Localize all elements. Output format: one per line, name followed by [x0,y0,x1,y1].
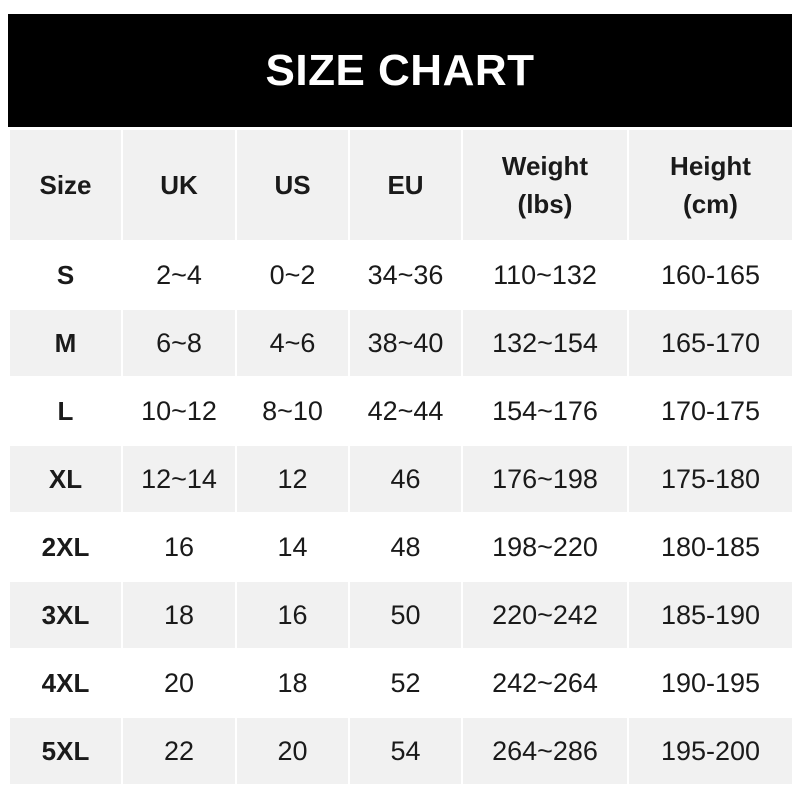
column-header-line1: Size [39,170,92,200]
table-cell: 16 [121,512,237,582]
table-cell: 180-185 [627,512,794,582]
table-cell: 14 [235,512,350,582]
table-cell: 242~264 [461,648,629,718]
column-header: EU [348,128,463,242]
table-cell: 52 [348,648,463,718]
column-header-line1: UK [160,170,198,200]
table-cell: 154~176 [461,376,629,446]
column-header-line1: Height [670,151,751,181]
table-cell: 22 [121,716,237,786]
size-cell: XL [8,444,123,514]
size-cell: 4XL [8,648,123,718]
table-cell: 0~2 [235,240,350,310]
table-cell: 8~10 [235,376,350,446]
table-cell: 6~8 [121,308,237,378]
table-cell: 54 [348,716,463,786]
column-header: UK [121,128,237,242]
table-cell: 160-165 [627,240,794,310]
size-cell: L [8,376,123,446]
table-row: L 10~12 8~10 42~44 154~176 170-175 [8,376,794,446]
table-cell: 198~220 [461,512,629,582]
table-row: 2XL 16 14 48 198~220 180-185 [8,512,794,582]
column-header-line1: Weight [501,151,589,181]
table-cell: 4~6 [235,308,350,378]
column-header-line2: (cm) [683,189,738,219]
size-cell: 3XL [8,580,123,650]
table-cell: 220~242 [461,580,629,650]
table-cell: 176~198 [461,444,629,514]
table-cell: 46 [348,444,463,514]
table-cell: 50 [348,580,463,650]
table-cell: 12~14 [121,444,237,514]
table-cell: 190-195 [627,648,794,718]
table-cell: 38~40 [348,308,463,378]
table-cell: 18 [121,580,237,650]
column-header: Size [8,128,123,242]
size-cell: S [8,240,123,310]
table-cell: 42~44 [348,376,463,446]
table-cell: 34~36 [348,240,463,310]
column-header-line1: EU [387,170,424,200]
size-chart-title: SIZE CHART [8,14,792,127]
table-cell: 2~4 [121,240,237,310]
size-cell: 5XL [8,716,123,786]
table-cell: 132~154 [461,308,629,378]
table-row: M 6~8 4~6 38~40 132~154 165-170 [8,308,794,378]
table-row: 4XL 20 18 52 242~264 190-195 [8,648,794,718]
table-cell: 12 [235,444,350,514]
table-row: 5XL 22 20 54 264~286 195-200 [8,716,794,786]
column-header: Height (cm) [627,128,794,242]
table-cell: 195-200 [627,716,794,786]
size-cell: M [8,308,123,378]
column-header: Weight (lbs) [461,128,629,242]
table-row: 3XL 18 16 50 220~242 185-190 [8,580,794,650]
table-cell: 185-190 [627,580,794,650]
column-header: US [235,128,350,242]
table-row: XL 12~14 12 46 176~198 175-180 [8,444,794,514]
table-row: S 2~4 0~2 34~36 110~132 160-165 [8,240,794,310]
table-cell: 175-180 [627,444,794,514]
column-header-line1: US [274,170,311,200]
size-table: Size UK US EU Weight (lbs) Height (cm) S 2~4 0~2 3… [8,128,794,786]
table-cell: 264~286 [461,716,629,786]
table-cell: 16 [235,580,350,650]
table-cell: 110~132 [461,240,629,310]
size-cell: 2XL [8,512,123,582]
table-cell: 48 [348,512,463,582]
table-cell: 20 [235,716,350,786]
table-cell: 165-170 [627,308,794,378]
column-header-line2: (lbs) [517,189,573,219]
header-row: Size UK US EU Weight (lbs) Height (cm) [8,128,794,242]
table-cell: 10~12 [121,376,237,446]
table-cell: 20 [121,648,237,718]
table-cell: 170-175 [627,376,794,446]
table-cell: 18 [235,648,350,718]
